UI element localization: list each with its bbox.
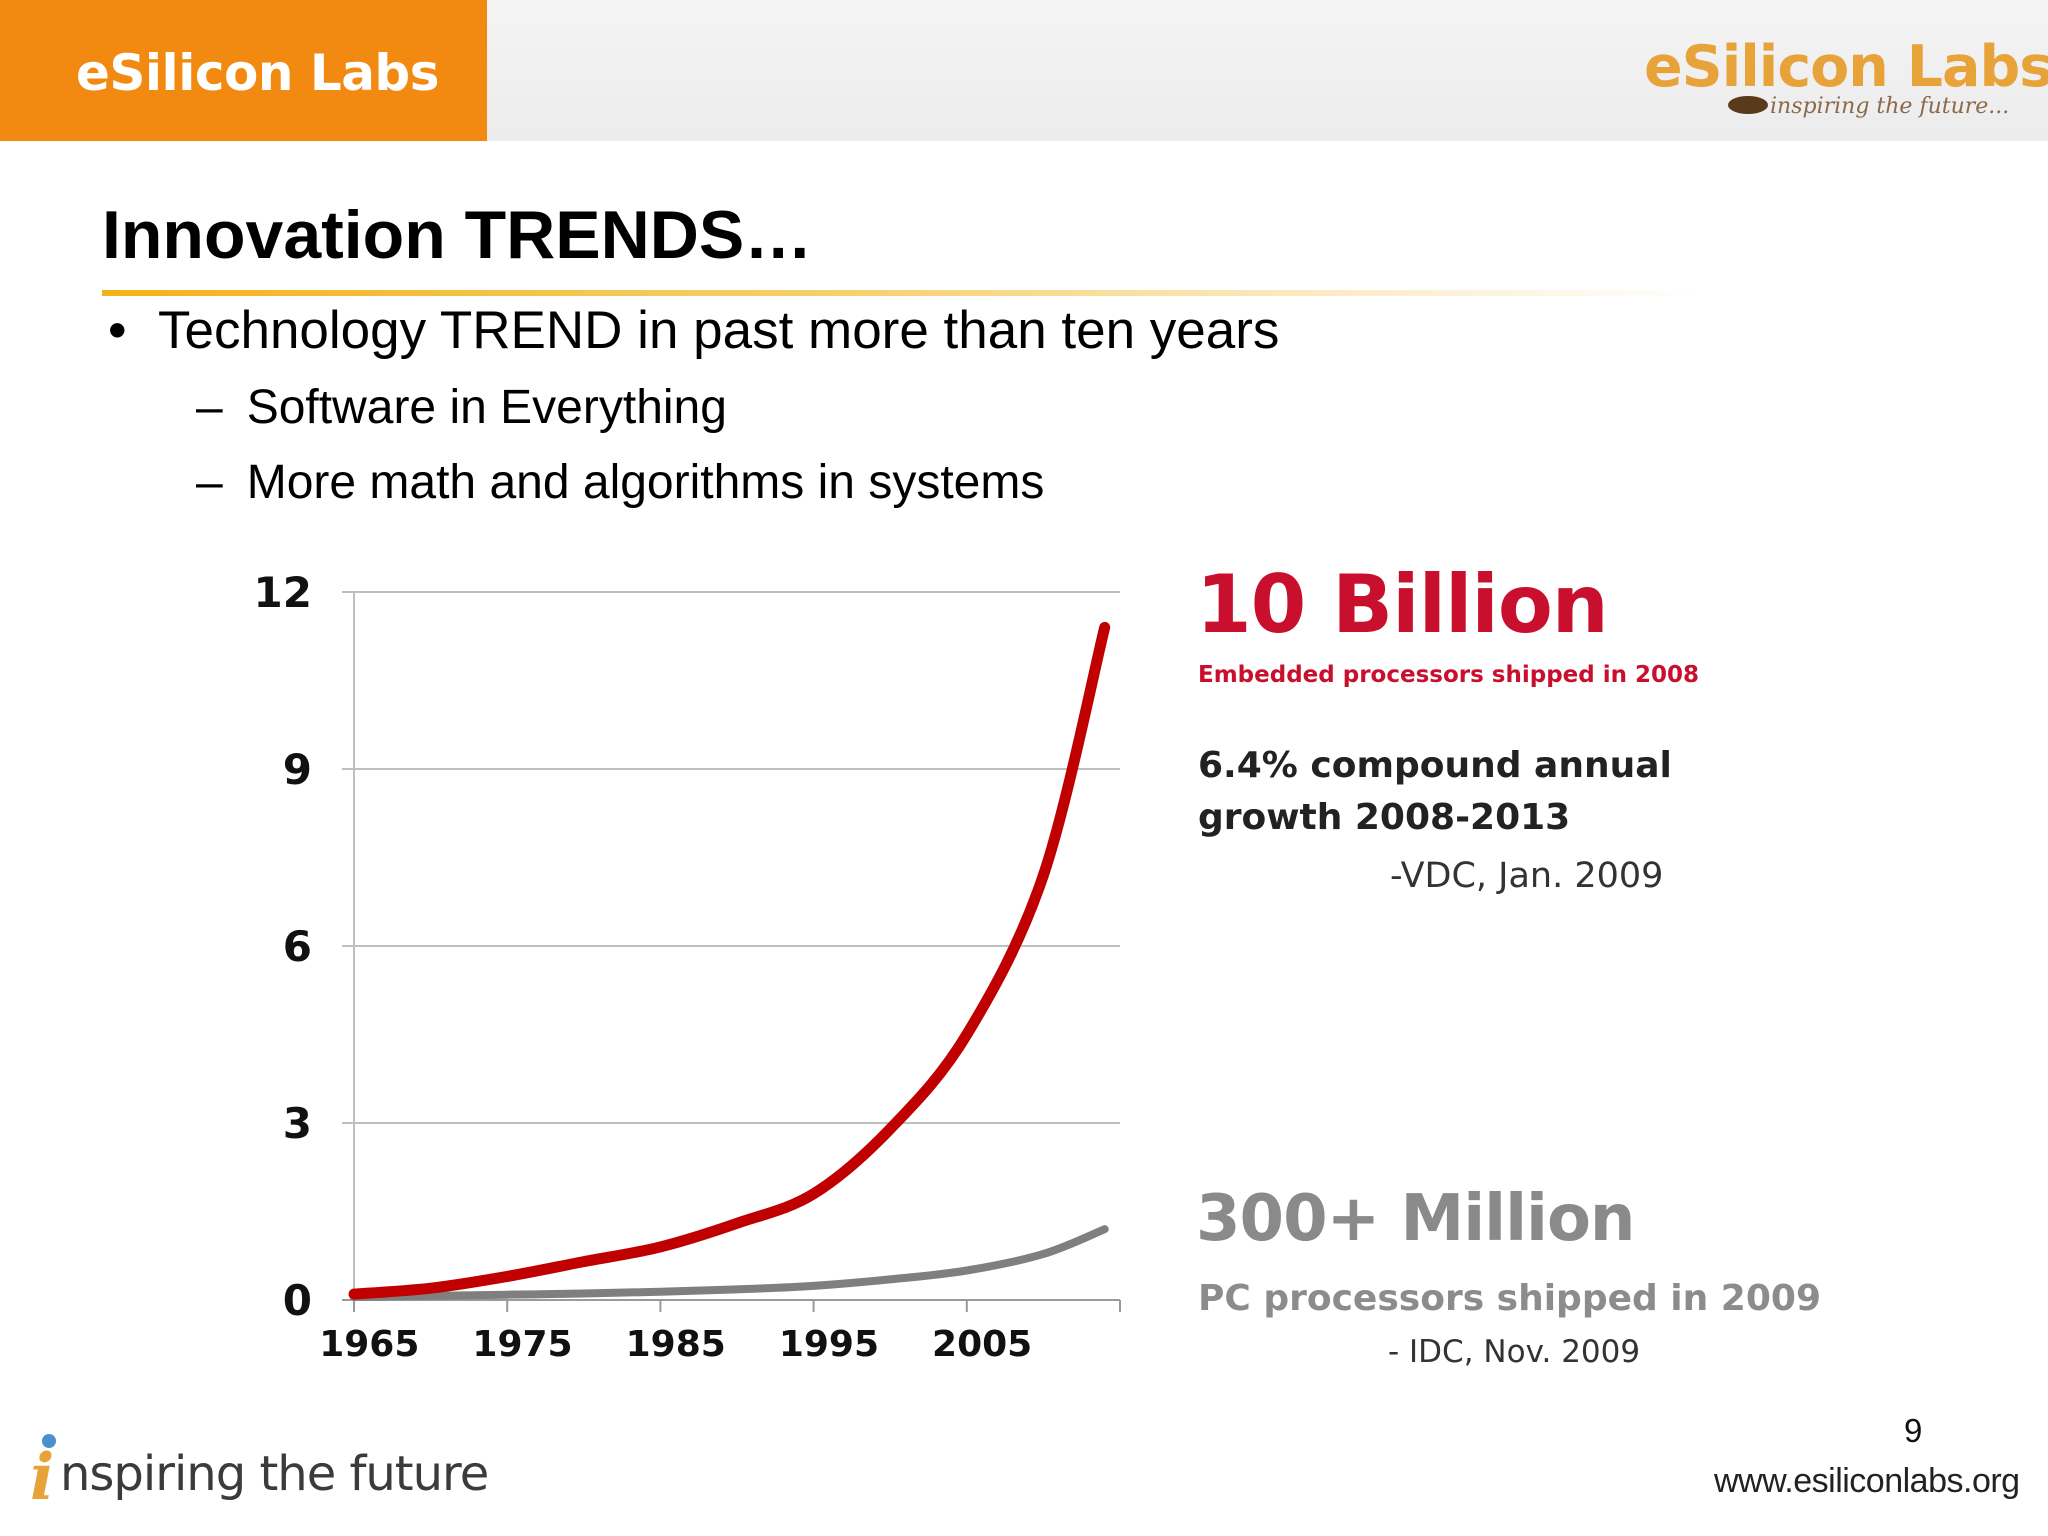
sub-marker: –	[196, 381, 223, 434]
subbullet-1: – Software in Everything	[196, 380, 727, 435]
y-tick-label: 12	[254, 568, 312, 617]
subbullet-text: More math and algorithms in systems	[246, 456, 1045, 509]
bullet-marker: •	[108, 301, 127, 360]
x-tick-label: 2005	[932, 1324, 1032, 1365]
sub-marker: –	[196, 456, 223, 509]
y-tick-label: 6	[283, 922, 312, 971]
title-underline	[102, 290, 1702, 296]
growth-note: 6.4% compound annual growth 2008-2013	[1198, 745, 1672, 838]
brand-box: eSilicon Labs	[0, 0, 487, 141]
embedded-count-caption: Embedded processors shipped in 2008	[1198, 662, 1700, 688]
esilicon-logo: eSilicon Labs inspiring the future...	[1640, 30, 2048, 130]
sprout-icon	[1728, 96, 1768, 114]
x-tick-label: 1975	[472, 1324, 572, 1365]
bullet-1: • Technology TREND in past more than ten …	[108, 300, 1279, 361]
footer-tagline-logo: i nspiring the future	[30, 1432, 489, 1515]
i-mark: i	[30, 1440, 55, 1515]
x-tick-label: 1995	[779, 1324, 879, 1365]
embedded-count-heading: 10 Billion	[1196, 558, 1609, 651]
brand-box-label: eSilicon Labs	[76, 44, 439, 102]
page-number: 9	[1904, 1412, 1923, 1449]
y-tick-label: 9	[283, 745, 312, 794]
bullet-text: Technology TREND in past more than ten y…	[158, 301, 1280, 360]
slide-title: Innovation TRENDS…	[102, 197, 813, 273]
embedded-series-line	[348, 621, 1111, 1300]
i-dot-icon	[42, 1434, 56, 1448]
pc-count-heading: 300+ Million	[1196, 1182, 1635, 1256]
footer-url: www.esiliconlabs.org	[1714, 1462, 2020, 1500]
x-tick-label: 1965	[319, 1324, 419, 1365]
pc-count-caption: PC processors shipped in 2009	[1198, 1278, 1822, 1319]
subbullet-text: Software in Everything	[246, 381, 727, 434]
x-tick-label: 1985	[626, 1324, 726, 1365]
pc-series-line	[350, 1225, 1109, 1302]
y-tick-label: 3	[283, 1099, 312, 1148]
logo-tagline: inspiring the future...	[1770, 94, 2010, 119]
subbullet-2: – More math and algorithms in systems	[196, 455, 1044, 510]
logo-text: eSilicon Labs	[1644, 34, 2048, 100]
footer-tagline: nspiring the future	[60, 1446, 489, 1502]
idc-source: - IDC, Nov. 2009	[1388, 1334, 1641, 1370]
y-tick-label: 0	[283, 1276, 312, 1325]
vdc-source: -VDC, Jan. 2009	[1390, 856, 1664, 896]
